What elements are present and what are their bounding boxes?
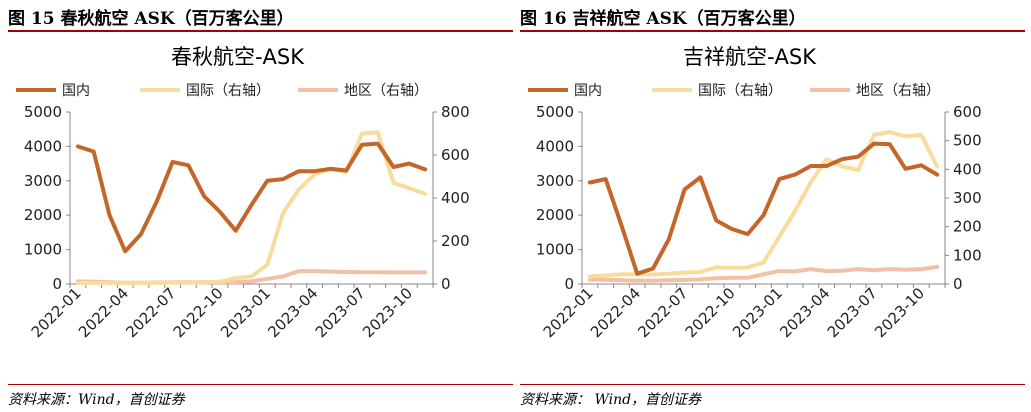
figure-juneyao: 图 16 吉祥航空 ASK（百万客公里） 吉祥航空-ASK 国内 国际（右轴） 地区（… [520,0,1025,412]
right-tick-label: 100 [953,246,982,264]
x-tick-label: 2023-07 [312,284,369,341]
legend-label: 国际（右轴） [186,83,270,99]
right-tick-label: 800 [441,103,470,121]
figure-caption: 图 16 吉祥航空 ASK（百万客公里） [520,9,806,29]
source-note: 资料来源： Wind，首创证券 [520,392,702,408]
x-tick-label: 2022-04 [75,284,132,341]
right-tick-label: 0 [953,275,963,293]
legend-label: 国内 [62,83,90,99]
right-tick-label: 600 [953,103,982,121]
right-tick-label: 0 [441,275,451,293]
x-tick-label: 2022-07 [122,284,179,341]
left-tick-label: 5000 [536,103,574,121]
legend-label: 地区（右轴） [344,83,428,99]
source-rule [8,384,513,385]
series-line [75,130,428,285]
figure-caption: 图 15 春秋航空 ASK（百万客公里） [8,9,294,29]
right-tick-label: 200 [953,218,982,236]
left-tick-label: 3000 [536,172,574,190]
legend-label: 国内 [574,83,602,99]
caption-rule [520,30,1025,32]
chart-title: 吉祥航空-ASK [683,45,817,69]
left-tick-label: 2000 [536,206,574,224]
left-tick-label: 0 [52,275,62,293]
x-tick-label: 2023-01 [217,284,274,341]
source-rule [520,384,1025,385]
right-tick-label: 500 [953,132,982,150]
right-tick-label: 400 [441,189,470,207]
x-tick-label: 2022-04 [587,284,644,341]
caption-rule [8,30,513,32]
legend-label: 地区（右轴） [856,83,940,99]
left-tick-label: 2000 [24,206,62,224]
right-tick-label: 300 [953,189,982,207]
x-tick-label: 2022-07 [634,284,691,341]
right-tick-label: 200 [441,232,470,250]
x-tick-label: 2023-01 [729,284,786,341]
x-tick-label: 2023-07 [824,284,881,341]
x-tick-label: 2023-04 [264,284,321,341]
x-tick-label: 2022-10 [170,284,227,341]
right-tick-label: 600 [441,146,470,164]
right-tick-label: 400 [953,160,982,178]
x-tick-label: 2023-10 [871,284,928,341]
chart-title: 春秋航空-ASK [171,45,305,69]
left-tick-label: 0 [564,275,574,293]
left-tick-label: 5000 [24,103,62,121]
left-tick-label: 1000 [536,241,574,259]
x-tick-label: 2023-10 [359,284,416,341]
series-line [75,141,428,254]
source-note: 资料来源：Wind，首创证券 [8,392,185,408]
x-tick-label: 2022-10 [682,284,739,341]
legend-label: 国际（右轴） [698,83,782,99]
series-line [587,130,940,279]
left-tick-label: 3000 [24,172,62,190]
x-tick-label: 2023-04 [776,284,833,341]
left-tick-label: 4000 [24,137,62,155]
series-line [587,264,940,283]
left-tick-label: 4000 [536,137,574,155]
series-line [587,141,940,276]
figure-chunqiu: 图 15 春秋航空 ASK（百万客公里） 春秋航空-ASK 国内 国际（右轴） 地区（… [8,0,513,412]
left-tick-label: 1000 [24,241,62,259]
